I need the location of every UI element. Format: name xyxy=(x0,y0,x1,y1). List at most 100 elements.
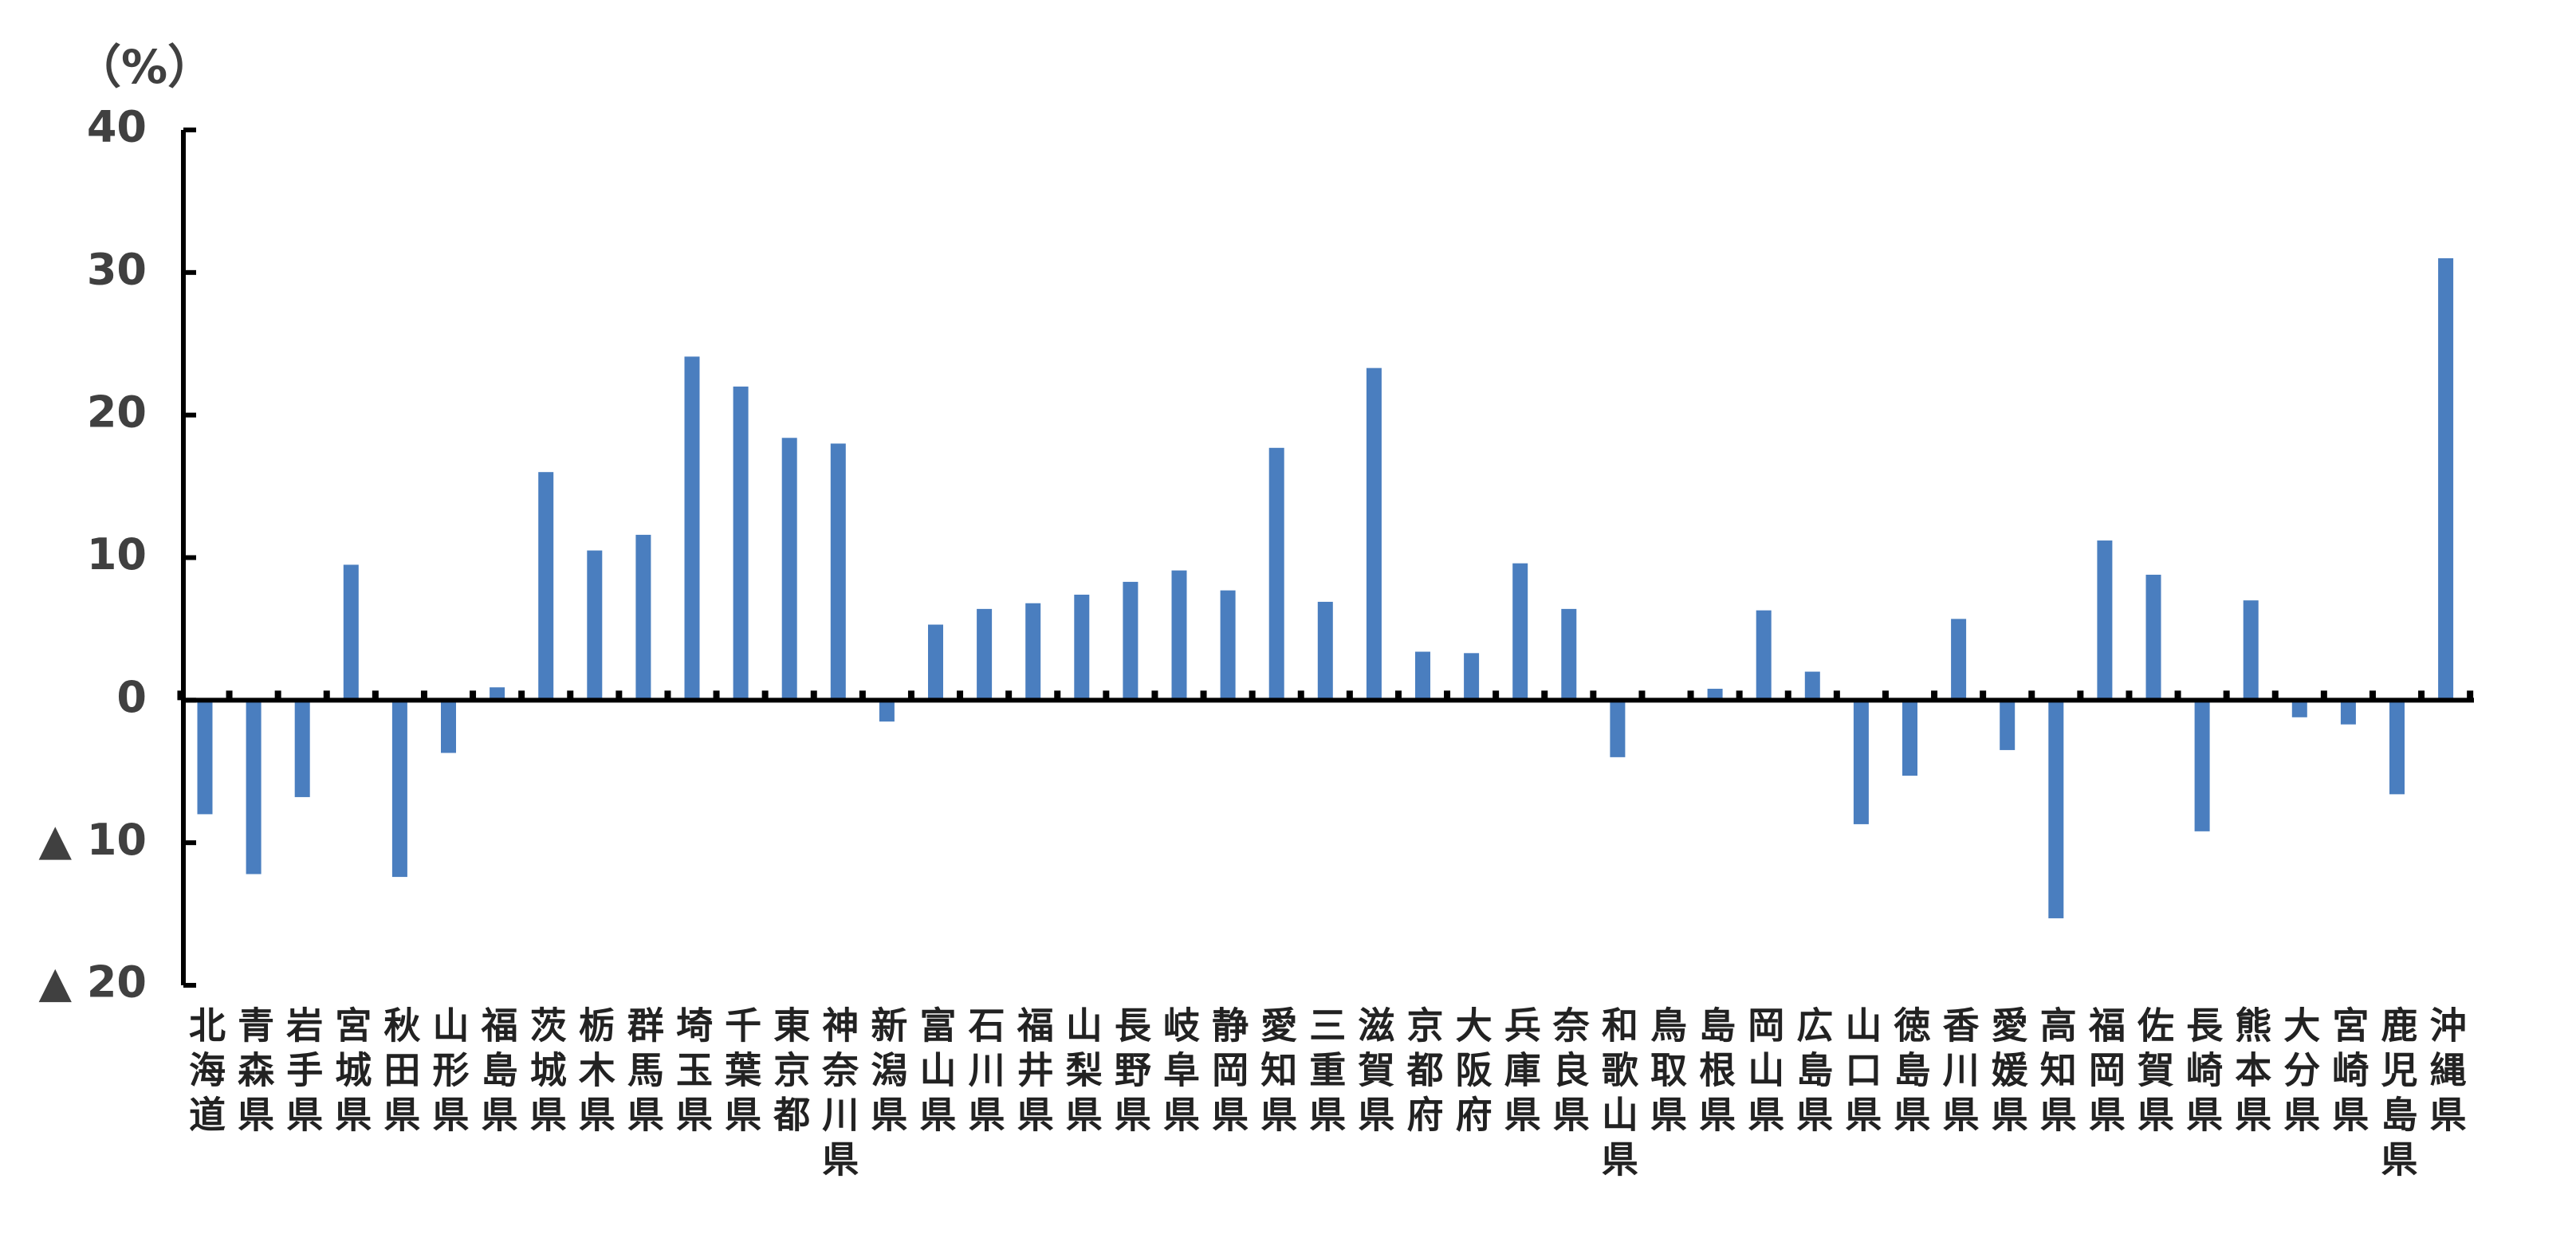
x-tick-label: 茨城県 xyxy=(525,1006,568,1140)
bar xyxy=(1804,671,1820,701)
x-tick-label: 千葉県 xyxy=(719,1006,762,1140)
x-tick-label: 愛知県 xyxy=(1255,1006,1298,1140)
x-tick-label: 宮城県 xyxy=(329,1006,372,1140)
y-tick-label: 10 xyxy=(87,529,147,580)
y-tick-label: 20 xyxy=(87,387,147,437)
bar xyxy=(2194,700,2210,831)
bar xyxy=(1366,367,1382,701)
bar xyxy=(587,550,603,701)
bar xyxy=(1756,610,1772,701)
y-tick-label: ▲ 20 xyxy=(39,957,147,1008)
x-tick-label: 山口県 xyxy=(1839,1006,1882,1140)
x-tick-label: 島根県 xyxy=(1693,1006,1736,1140)
x-tick-label: 福島県 xyxy=(476,1006,519,1140)
bar xyxy=(1902,700,1917,776)
x-tick-label: 山梨県 xyxy=(1060,1006,1103,1140)
x-tick-label: 京都府 xyxy=(1402,1006,1445,1140)
x-tick-label: 静岡県 xyxy=(1206,1006,1249,1140)
x-tick-label: 宮崎県 xyxy=(2326,1006,2370,1140)
x-tick-label: 愛媛県 xyxy=(1986,1006,2029,1140)
bar xyxy=(538,472,554,701)
x-tick-label: 大阪府 xyxy=(1450,1006,1493,1140)
x-tick-label: 佐賀県 xyxy=(2132,1006,2175,1140)
x-tick-label: 鳥取県 xyxy=(1645,1006,1688,1140)
x-tick-label: 熊本県 xyxy=(2229,1006,2272,1140)
bar xyxy=(343,564,359,701)
bar xyxy=(1853,700,1869,824)
x-tick-label: 岩手県 xyxy=(281,1006,324,1140)
y-tick-label: 40 xyxy=(87,102,147,152)
bar xyxy=(197,700,213,815)
x-tick-label: 長野県 xyxy=(1109,1006,1152,1140)
bar xyxy=(1074,594,1090,701)
bar xyxy=(1123,581,1139,701)
x-tick-label: 和歌山県 xyxy=(1596,1006,1639,1185)
bar xyxy=(1220,590,1236,701)
x-tick-label: 大分県 xyxy=(2278,1006,2321,1140)
y-tick-label: 0 xyxy=(116,672,147,722)
bar xyxy=(1512,563,1528,701)
x-tick-label: 福井県 xyxy=(1012,1006,1055,1140)
bar xyxy=(781,438,797,701)
x-tick-label: 山形県 xyxy=(427,1006,470,1140)
x-tick-label: 鹿児島県 xyxy=(2376,1006,2419,1185)
bar xyxy=(830,443,846,701)
bar xyxy=(2048,700,2064,918)
bar xyxy=(246,700,262,874)
x-tick-label: 広島県 xyxy=(1791,1006,1834,1140)
x-tick-label: 埼玉県 xyxy=(671,1006,714,1140)
x-tick-label: 沖縄県 xyxy=(2425,1006,2468,1140)
x-tick-label: 東京都 xyxy=(768,1006,811,1140)
x-tick-label: 岐阜県 xyxy=(1158,1006,1201,1140)
x-tick-label: 北海道 xyxy=(183,1006,226,1140)
bar xyxy=(2000,700,2016,750)
bar xyxy=(1171,570,1187,701)
x-tick-label: 滋賀県 xyxy=(1352,1006,1395,1140)
x-tick-label: 富山県 xyxy=(914,1006,958,1140)
bar xyxy=(879,700,895,722)
bar xyxy=(294,700,310,797)
x-tick-label: 青森県 xyxy=(232,1006,275,1140)
x-tick-label: 秋田県 xyxy=(378,1006,421,1140)
bar xyxy=(2438,257,2454,701)
bar xyxy=(1707,689,1723,701)
bar xyxy=(977,608,993,701)
x-tick-label: 岡山県 xyxy=(1742,1006,1785,1140)
bar xyxy=(1561,608,1577,701)
bar xyxy=(441,700,456,753)
x-tick-label: 三重県 xyxy=(1304,1006,1347,1140)
bar xyxy=(391,700,407,878)
x-tick-label: 群馬県 xyxy=(622,1006,665,1140)
x-tick-label: 石川県 xyxy=(963,1006,1006,1140)
x-tick-label: 神奈川県 xyxy=(816,1006,859,1185)
bar xyxy=(2291,700,2307,717)
bar xyxy=(635,534,651,701)
bar xyxy=(2097,540,2113,701)
bar xyxy=(2145,574,2161,701)
bar xyxy=(684,356,700,701)
x-tick-label: 高知県 xyxy=(2035,1006,2078,1140)
bar xyxy=(928,624,943,701)
x-tick-label: 福岡県 xyxy=(2083,1006,2126,1140)
bar xyxy=(2243,600,2259,701)
bar xyxy=(2389,700,2405,795)
x-tick-label: 長崎県 xyxy=(2181,1006,2224,1140)
bar xyxy=(1610,700,1626,757)
bar xyxy=(1464,653,1480,701)
bar xyxy=(733,386,749,701)
y-tick-label: 30 xyxy=(87,244,147,294)
bar xyxy=(1317,601,1333,701)
x-tick-label: 兵庫県 xyxy=(1499,1006,1542,1140)
bar xyxy=(2340,700,2356,725)
x-tick-label: 徳島県 xyxy=(1889,1006,1932,1140)
bar xyxy=(490,687,505,701)
y-tick-label: ▲ 10 xyxy=(39,815,147,865)
bar xyxy=(1268,447,1284,701)
y-axis-label: （%） xyxy=(75,40,214,94)
bar xyxy=(1951,619,1967,701)
bar xyxy=(1025,603,1041,701)
x-tick-label: 栃木県 xyxy=(573,1006,616,1140)
bar xyxy=(1415,651,1430,701)
x-tick-label: 奈良県 xyxy=(1548,1006,1591,1140)
